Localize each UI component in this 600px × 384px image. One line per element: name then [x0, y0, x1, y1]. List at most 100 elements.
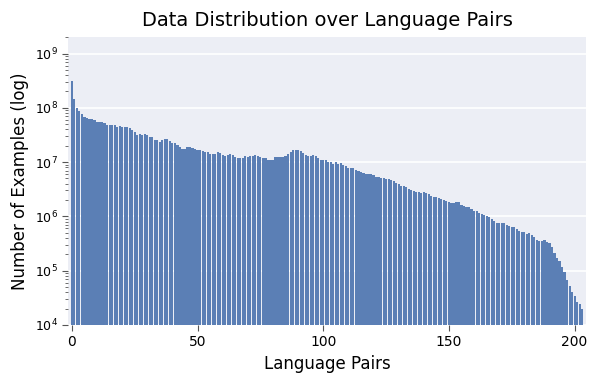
Bar	[237, 158, 239, 384]
Bar	[322, 160, 325, 384]
Bar	[503, 223, 505, 384]
Bar	[433, 197, 435, 384]
Bar	[277, 157, 279, 384]
Bar	[194, 149, 196, 384]
Bar	[390, 180, 392, 384]
Bar	[493, 220, 495, 384]
Bar	[81, 114, 83, 384]
Bar	[355, 170, 357, 384]
Bar	[546, 242, 548, 384]
Bar	[131, 130, 133, 384]
Bar	[496, 223, 498, 384]
Bar	[451, 203, 452, 384]
Bar	[94, 119, 95, 384]
Bar	[327, 162, 329, 384]
Bar	[221, 155, 224, 384]
Bar	[234, 157, 236, 384]
Bar	[468, 207, 470, 384]
Bar	[523, 232, 526, 384]
Bar	[202, 151, 203, 384]
Bar	[166, 139, 169, 384]
Bar	[106, 125, 108, 384]
Bar	[232, 155, 234, 384]
Bar	[403, 186, 405, 384]
Bar	[470, 209, 473, 384]
Bar	[98, 122, 101, 384]
Bar	[521, 232, 523, 384]
Bar	[337, 164, 340, 384]
Bar	[473, 210, 475, 384]
Bar	[71, 81, 73, 384]
Bar	[398, 184, 400, 384]
Bar	[176, 145, 179, 384]
Bar	[184, 149, 186, 384]
Bar	[88, 119, 91, 384]
Bar	[156, 140, 158, 384]
Bar	[481, 214, 482, 384]
Bar	[73, 99, 76, 384]
Bar	[224, 156, 226, 384]
Bar	[428, 194, 430, 384]
Bar	[395, 182, 397, 384]
Bar	[380, 178, 382, 384]
Bar	[528, 233, 530, 384]
Bar	[488, 217, 490, 384]
Bar	[405, 187, 407, 384]
Bar	[531, 235, 533, 384]
Bar	[149, 137, 151, 384]
Bar	[350, 167, 352, 384]
Bar	[282, 157, 284, 384]
Bar	[274, 157, 277, 384]
Bar	[229, 154, 232, 384]
Bar	[111, 125, 113, 384]
Bar	[541, 241, 543, 384]
Bar	[103, 123, 106, 384]
Bar	[415, 192, 418, 384]
Bar	[533, 237, 535, 384]
Bar	[460, 205, 463, 384]
Bar	[445, 200, 448, 384]
Bar	[410, 190, 412, 384]
Bar	[191, 148, 194, 384]
Bar	[440, 199, 442, 384]
Bar	[124, 127, 126, 384]
X-axis label: Language Pairs: Language Pairs	[263, 355, 391, 373]
Title: Data Distribution over Language Pairs: Data Distribution over Language Pairs	[142, 11, 512, 30]
Bar	[214, 154, 216, 384]
Bar	[538, 241, 541, 384]
Bar	[141, 134, 143, 384]
Bar	[295, 150, 296, 384]
Bar	[358, 171, 359, 384]
Bar	[305, 155, 307, 384]
Bar	[312, 155, 314, 384]
Bar	[172, 143, 173, 384]
Bar	[340, 163, 342, 384]
Bar	[317, 158, 319, 384]
Bar	[365, 174, 367, 384]
Bar	[360, 172, 362, 384]
Bar	[265, 158, 266, 384]
Bar	[101, 122, 103, 384]
Bar	[500, 223, 503, 384]
Bar	[566, 280, 568, 384]
Bar	[332, 164, 334, 384]
Bar	[280, 157, 281, 384]
Bar	[448, 202, 450, 384]
Bar	[151, 137, 154, 384]
Bar	[187, 147, 188, 384]
Bar	[367, 174, 370, 384]
Bar	[116, 127, 118, 384]
Bar	[91, 119, 93, 384]
Bar	[199, 150, 201, 384]
Bar	[257, 156, 259, 384]
Bar	[302, 153, 304, 384]
Bar	[506, 225, 508, 384]
Bar	[247, 157, 249, 384]
Bar	[330, 162, 332, 384]
Bar	[227, 155, 229, 384]
Bar	[249, 156, 251, 384]
Bar	[478, 213, 480, 384]
Bar	[559, 262, 560, 384]
Bar	[325, 160, 327, 384]
Bar	[146, 135, 148, 384]
